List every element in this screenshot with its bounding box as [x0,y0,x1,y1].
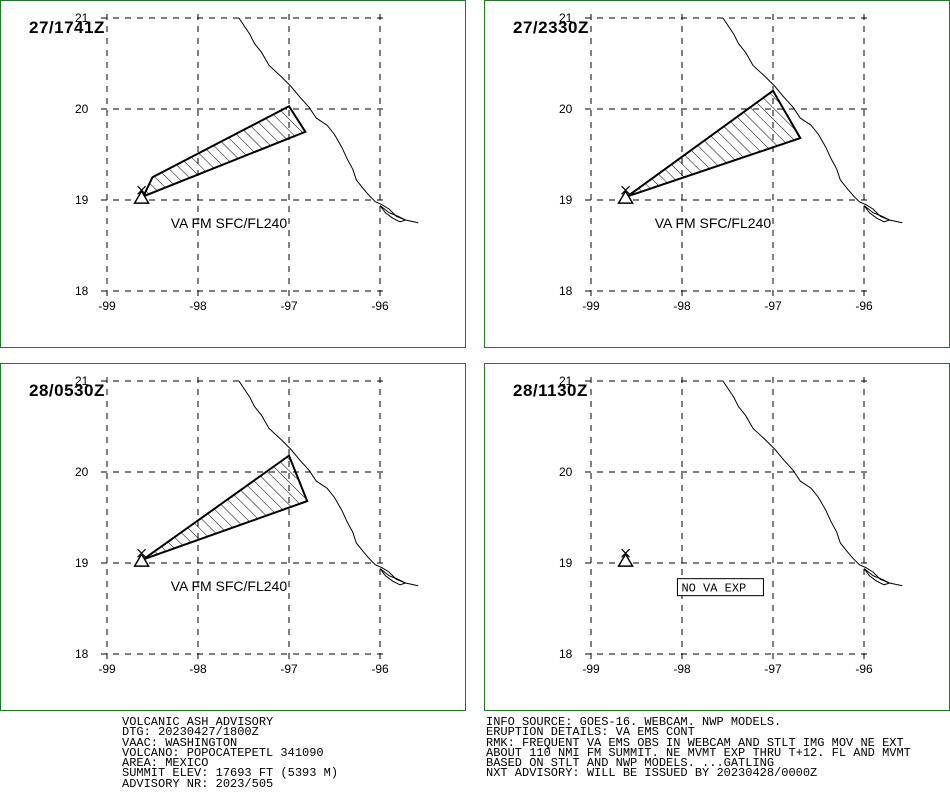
ash-cloud-polygon [142,454,309,561]
map-canvas-3: -99 -98 -97 -96 21 20 19 18 VA FM SFC/FL240 [75,374,419,676]
ash-cloud-label: VA FM SFC/FL240 [171,215,288,231]
lon-tick-label: -96 [371,299,389,313]
lon-tick-label: -96 [855,662,873,676]
ash-cloud-polygon [141,104,307,199]
lon-tick-label: -96 [855,299,873,313]
map-canvas-1: -99 -98 -97 -96 21 20 19 18 VA FM SFC/FL240 [75,11,419,313]
coastline-lagoon [379,205,407,223]
map-panel-1: -99 -98 -97 -96 21 20 19 18 VA FM SFC/FL240 27/1… [0,0,466,348]
lat-tick-label: 21 [559,11,573,25]
advisory-line: ERUPTION DETAILS: VA EMS CONT [486,725,695,740]
lat-tick-label: 20 [559,465,573,479]
lat-tick-label: 20 [559,102,573,116]
advisory-line: BASED ON STLT AND NWP MODELS. ...GATLING [486,756,775,771]
advisory-line: VOLCANO: POPOCATEPETL 341090 [122,745,324,760]
lon-tick-label: -99 [98,662,116,676]
advisory-info-left: VOLCANIC ASH ADVISORY DTG: 20230427/1800Z… [122,715,339,791]
map-canvas-4: -99 -98 -97 -96 21 20 19 18 NO VA EXP [559,374,903,676]
lon-tick-label: -98 [189,662,207,676]
ash-cloud-label: VA FM SFC/FL240 [171,578,288,594]
lat-tick-label: 21 [75,374,89,388]
lat-tick-label: 18 [75,647,89,661]
lat-tick-label: 18 [75,284,89,298]
advisory-line: ADVISORY NR: 2023/505 [122,776,274,791]
map-panel-4: -99 -98 -97 -96 21 20 19 18 NO VA EXP 28/1130Z [484,363,950,711]
volcano-icon [133,548,150,567]
coastline [238,380,419,587]
lat-tick-label: 19 [559,556,573,570]
map-canvas-2: -99 -98 -97 -96 21 20 19 18 VA FM SFC/FL240 [559,11,903,313]
advisory-line: VOLCANIC ASH ADVISORY [122,715,274,729]
lon-tick-label: -97 [280,662,298,676]
advisory-line: INFO SOURCE: GOES-16. WEBCAM. NWP MODELS… [486,715,782,729]
coastline-lagoon [863,568,891,586]
lat-tick-label: 21 [559,374,573,388]
lat-tick-label: 20 [75,465,89,479]
lon-tick-label: -98 [673,299,691,313]
advisory-line: DTG: 20230427/1800Z [122,725,259,740]
lat-tick-label: 19 [559,193,573,207]
coastline-lagoon [379,568,407,586]
advisory-line: AREA: MEXICO [122,756,209,771]
lon-tick-label: -98 [673,662,691,676]
advisory-info-right: INFO SOURCE: GOES-16. WEBCAM. NWP MODELS… [486,715,911,781]
panel-time-label: 27/1741Z [29,18,105,37]
lon-tick-label: -98 [189,299,207,313]
lon-tick-label: -97 [764,299,782,313]
lon-tick-label: -99 [582,299,600,313]
lat-tick-label: 21 [75,11,89,25]
lat-tick-label: 20 [75,102,89,116]
volcano-icon [617,548,634,567]
lat-tick-label: 19 [75,193,89,207]
volcano-icon [617,185,634,204]
lon-tick-label: -97 [280,299,298,313]
ash-cloud-label: VA FM SFC/FL240 [655,215,772,231]
advisory-line: SUMMIT ELEV: 17693 FT (5393 M) [122,766,339,781]
advisory-line: ABOUT 110 NMI FM SUMMIT. NE MVMT EXP THR… [486,745,911,760]
panel-time-label: 28/0530Z [29,381,105,400]
map-panel-3: -99 -98 -97 -96 21 20 19 18 VA FM SFC/FL240 28/0… [0,363,466,711]
lat-tick-label: 18 [559,647,573,661]
coastline [722,380,903,587]
lon-tick-label: -97 [764,662,782,676]
ash-cloud-polygon [626,89,802,198]
no-ash-box [676,578,764,597]
panel-time-label: 28/1130Z [513,381,588,400]
lon-tick-label: -99 [98,299,116,313]
advisory-line: VAAC: WASHINGTON [122,735,238,750]
panel-time-label: 27/2330Z [513,18,589,37]
no-ash-label: NO VA EXP [681,582,746,596]
advisory-line: NXT ADVISORY: WILL BE ISSUED BY 20230428… [486,766,818,781]
advisory-line: RMK: FREQUENT VA EMS OBS IN WEBCAM AND S… [486,735,904,750]
graticule [585,377,870,660]
map-panel-2: -99 -98 -97 -96 21 20 19 18 VA FM SFC/FL240 27/2… [484,0,950,348]
coastline [238,17,419,224]
volcano-icon [133,185,150,204]
lon-tick-label: -96 [371,662,389,676]
lat-tick-label: 18 [559,284,573,298]
coastline [722,17,903,224]
coastline-lagoon [863,205,891,223]
lat-tick-label: 19 [75,556,89,570]
lon-tick-label: -99 [582,662,600,676]
